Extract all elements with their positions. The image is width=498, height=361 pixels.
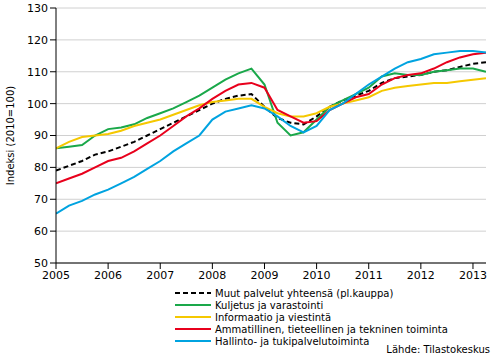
html-text:Kuljetus ja varastointi: Kuljetus ja varastointi [215,299,324,311]
svg-text:2013: 2013 [459,269,487,282]
svg-text:2008: 2008 [198,269,226,282]
svg-text:2010: 2010 [303,269,331,282]
html-text:Ammatillinen, tieteellinen ja: Ammatillinen, tieteellinen ja tekninen t… [215,323,448,335]
svg-text:110: 110 [27,66,48,79]
html-text:Lähde: Tilastokeskus: Lähde: Tilastokeskus [386,344,490,355]
svg-text:2011: 2011 [355,269,383,282]
html-text:Informaatio ja viestintä: Informaatio ja viestintä [215,311,332,323]
svg-text:2005: 2005 [42,269,70,282]
svg-text:80: 80 [34,161,48,174]
svg-text:90: 90 [34,129,48,142]
svg-text:130: 130 [27,2,48,15]
svg-text:2009: 2009 [250,269,278,282]
svg-text:60: 60 [34,225,48,238]
html-text:Hallinto- ja tukipalvelutoimin: Hallinto- ja tukipalvelutoiminta [215,335,370,347]
html-text:Muut palvelut yhteensä (pl.kau: Muut palvelut yhteensä (pl.kauppa) [215,287,394,299]
svg-text:2007: 2007 [146,269,174,282]
svg-text:2006: 2006 [94,269,122,282]
svg-text:70: 70 [34,193,48,206]
svg-text:120: 120 [27,34,48,47]
svg-text:2012: 2012 [407,269,435,282]
svg-text:100: 100 [27,98,48,111]
svg-text:Indeksi (2010=100): Indeksi (2010=100) [8,86,16,186]
svg-text:50: 50 [34,257,48,270]
